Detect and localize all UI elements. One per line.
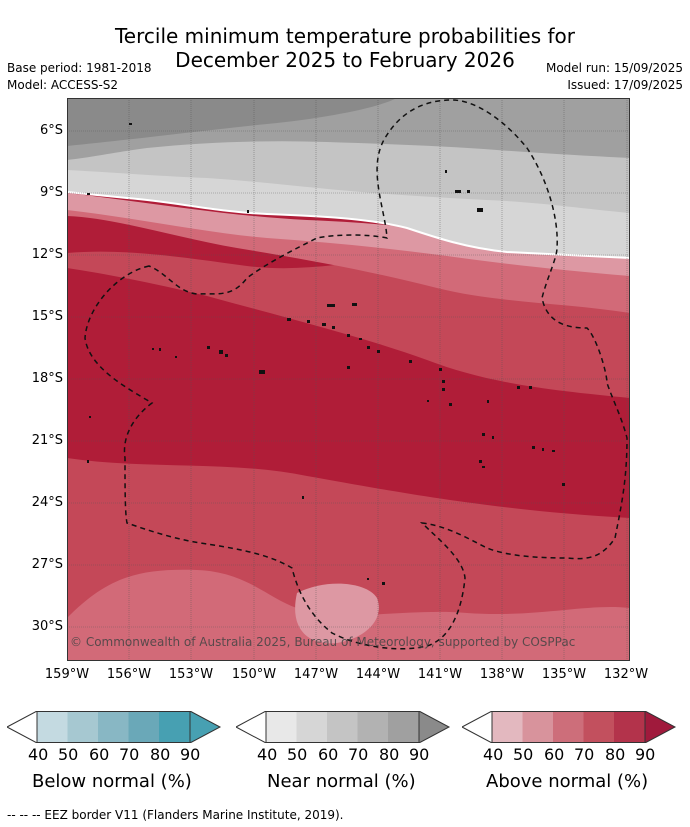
above-tick-60: 60 (544, 745, 565, 764)
above-bin-60-70 (553, 711, 584, 743)
legend-near-colorbar (236, 711, 451, 743)
map-title: Tercile minimum temperature probabilitie… (0, 24, 690, 72)
below-tick-90: 90 (180, 745, 201, 764)
below-colorbar-frame (36, 711, 191, 743)
lat-label-6s: 6°S (39, 123, 63, 138)
above-legend-title: Above normal (%) (486, 771, 649, 792)
map-frame (67, 98, 630, 661)
near-bin-40-50 (266, 711, 297, 743)
lon-label-135w: 135°W (541, 667, 587, 682)
below-tick-80: 80 (150, 745, 171, 764)
near-bin-80-90 (388, 711, 419, 743)
lat-label-21s: 21°S (31, 433, 63, 448)
near-tick-80: 80 (379, 745, 400, 764)
below-tick-60: 60 (89, 745, 110, 764)
legend-below-colorbar (7, 711, 222, 743)
near-bin-70-80 (357, 711, 388, 743)
lat-label-24s: 24°S (31, 495, 63, 510)
base-period: Base period: 1981-2018 (7, 61, 152, 75)
above-bin-high (644, 711, 677, 743)
below-bin-60-70 (98, 711, 129, 743)
above-tick-70: 70 (574, 745, 595, 764)
near-colorbar-frame (265, 711, 420, 743)
islands (87, 123, 565, 585)
legend-above-colorbar (462, 711, 677, 743)
lat-label-27s: 27°S (31, 557, 63, 572)
above-bin-50-60 (522, 711, 553, 743)
region-near-90 (67, 98, 397, 146)
lon-label-147w: 147°W (293, 667, 339, 682)
near-legend-title: Near normal (%) (267, 771, 416, 792)
model-run: Model run: 15/09/2025 (545, 61, 683, 75)
lat-label-30s: 30°S (31, 619, 63, 634)
title-line-2: December 2025 to February 2026 (175, 48, 515, 72)
lon-label-159w: 159°W (44, 667, 90, 682)
model-name: Model: ACCESS-S2 (7, 78, 119, 92)
near-tick-90: 90 (409, 745, 430, 764)
tercile-boundary-line (67, 191, 630, 259)
lat-label-12s: 12°S (31, 247, 63, 262)
above-tick-40: 40 (483, 745, 504, 764)
eez-footnote: -- -- -- EEZ border V11 (Flanders Marine… (7, 808, 344, 822)
above-bin-70-80 (583, 711, 614, 743)
below-bin-40-50 (37, 711, 68, 743)
probability-map: © Commonwealth of Australia 2025, Bureau… (67, 98, 630, 661)
lat-label-9s: 9°S (39, 185, 63, 200)
lon-label-141w: 141°W (417, 667, 463, 682)
lon-label-156w: 156°W (106, 667, 152, 682)
above-bin-low (462, 711, 493, 743)
near-tick-60: 60 (318, 745, 339, 764)
near-bin-50-60 (296, 711, 327, 743)
below-bin-high (189, 711, 222, 743)
lon-label-138w: 138°W (479, 667, 525, 682)
near-tick-70: 70 (348, 745, 369, 764)
lon-label-153w: 153°W (168, 667, 214, 682)
below-tick-40: 40 (28, 745, 49, 764)
lon-label-150w: 150°W (231, 667, 277, 682)
meta-left: Base period: 1981-2018 Model: ACCESS-S2 (7, 60, 152, 94)
near-bin-60-70 (327, 711, 358, 743)
near-tick-40: 40 (257, 745, 278, 764)
near-bin-low (236, 711, 267, 743)
above-colorbar-frame (491, 711, 646, 743)
below-legend-title: Below normal (%) (32, 771, 192, 792)
lat-label-15s: 15°S (31, 309, 63, 324)
near-bin-high (418, 711, 451, 743)
above-tick-90: 90 (635, 745, 656, 764)
below-bin-70-80 (128, 711, 159, 743)
above-bin-80-90 (614, 711, 645, 743)
below-tick-50: 50 (58, 745, 79, 764)
below-tick-70: 70 (119, 745, 140, 764)
lon-label-132w: 132°W (603, 667, 649, 682)
copyright-text: © Commonwealth of Australia 2025, Bureau… (70, 635, 575, 649)
below-bin-50-60 (67, 711, 98, 743)
meta-right: Model run: 15/09/2025 Issued: 17/09/2025 (546, 60, 683, 94)
below-bin-low (7, 711, 38, 743)
near-tick-50: 50 (287, 745, 308, 764)
above-tick-80: 80 (605, 745, 626, 764)
lat-label-18s: 18°S (31, 371, 63, 386)
lon-label-144w: 144°W (355, 667, 401, 682)
title-line-1: Tercile minimum temperature probabilitie… (114, 24, 576, 48)
eez-border (84, 99, 628, 650)
below-bin-80-90 (159, 711, 190, 743)
above-tick-50: 50 (513, 745, 534, 764)
issued-date: Issued: 17/09/2025 (567, 78, 683, 92)
above-bin-40-50 (492, 711, 523, 743)
